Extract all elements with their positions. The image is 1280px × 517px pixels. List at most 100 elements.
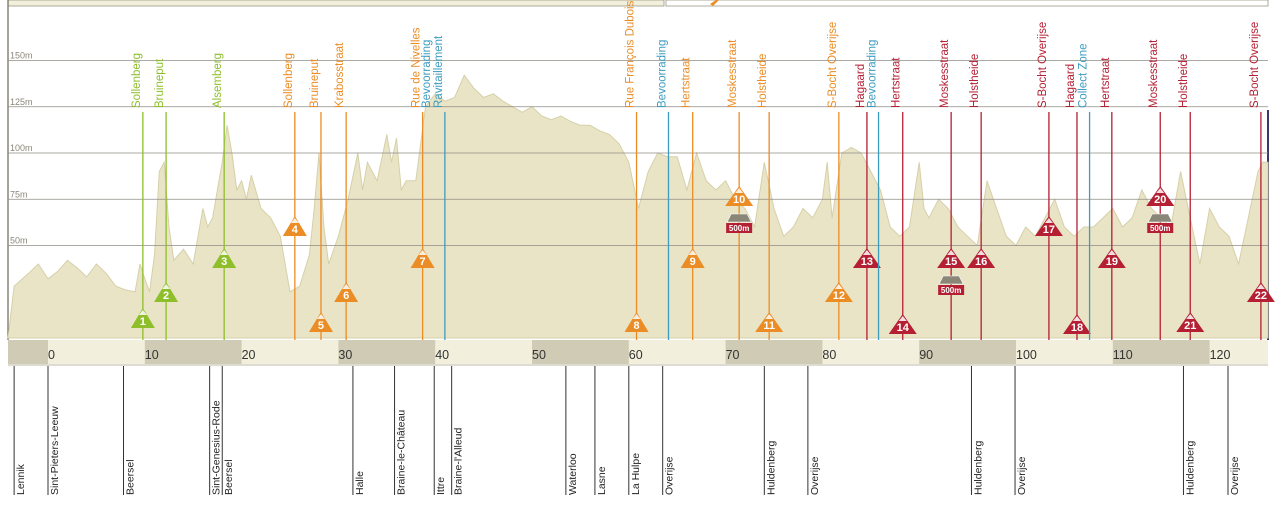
marker-climb: Hagaard 18 — [1062, 64, 1091, 340]
marker-name-label: Hertstraat — [891, 57, 903, 108]
marker-name-label: Holstheide — [757, 54, 769, 108]
mountain-icon — [1256, 284, 1265, 289]
top-frame-arrow — [710, 0, 719, 6]
cobblestone-icon — [726, 213, 752, 223]
mountain-icon — [1044, 218, 1053, 223]
km-tick-label: 30 — [338, 348, 352, 362]
marker-name-label: Bevoorrading — [421, 40, 433, 108]
elevation-tick-label: 100m — [10, 143, 33, 153]
climb-triangle — [212, 248, 237, 268]
climb-number: 2 — [163, 290, 169, 302]
climb-number: 17 — [1043, 224, 1055, 236]
km-band-segment — [919, 340, 1016, 364]
km-band-segment — [1112, 340, 1210, 364]
marker-climb: Alsemberg 3 — [212, 53, 237, 340]
town-name-label: Huldenberg — [1184, 441, 1196, 495]
marker-climb: Moskesstraat 20 500m — [1146, 39, 1175, 340]
climb-triangle — [1146, 186, 1175, 206]
mountain-icon — [342, 284, 351, 289]
marker-service: Bevoorrading — [867, 40, 880, 340]
marker-name-label: Ravitaillement — [433, 35, 445, 108]
km-tick-label: 120 — [1210, 348, 1231, 362]
marker-name-label: S-Bocht Overijse — [1037, 22, 1049, 108]
town-name-label: Ittre — [435, 477, 447, 495]
climb-number: 12 — [833, 290, 845, 302]
climb-number: 22 — [1255, 290, 1267, 302]
town-name-label: Beersel — [223, 459, 235, 495]
town-name-label: Sint-Pieters-Leeuw — [49, 406, 61, 495]
climb-number: 6 — [343, 290, 349, 302]
mountain-icon — [316, 314, 325, 319]
climb-triangle — [1097, 248, 1126, 268]
climb-triangle — [888, 314, 917, 334]
town-name-label: Braine-le-Château — [396, 410, 408, 495]
town-name-label: Halle — [354, 471, 366, 495]
town-name-label: Waterloo — [567, 453, 579, 495]
marker-name-label: S-Bocht Overijse — [827, 22, 839, 108]
marker-layer: Sollenberg 1 Bruineput 2 Alsemberg 3 Sollenber… — [130, 0, 1275, 340]
climb-triangle — [130, 308, 155, 328]
climb-triangle — [824, 282, 853, 302]
mountain-icon — [862, 250, 871, 255]
marker-name-label: S-Bocht Overijse — [1249, 22, 1261, 108]
climb-number: 16 — [975, 256, 987, 268]
marker-name-label: Alsemberg — [212, 53, 224, 108]
marker-climb: Rue François Dubois 8 — [624, 0, 649, 340]
km-band-segment — [8, 340, 48, 364]
marker-name-label: Moskesstraat — [727, 39, 739, 108]
cobbles-length: 500m — [1150, 224, 1170, 233]
elevation-tick-label: 50m — [10, 236, 28, 246]
mountain-icon — [1107, 250, 1116, 255]
km-tick-label: 100 — [1016, 348, 1037, 362]
marker-climb: Holstheide 21 — [1176, 54, 1205, 340]
marker-name-label: Rue François Dubois — [625, 0, 637, 108]
mountain-icon — [418, 250, 427, 255]
town-layer: Lennik Sint-Pieters-Leeuw Beersel Sint-Gene… — [8, 364, 1268, 495]
town-name-label: Braine-l'Alleud — [453, 427, 465, 495]
cobblestone-icon — [1147, 213, 1173, 223]
cobbles-badge — [938, 285, 965, 295]
marker-name-label: Holstheide — [969, 54, 981, 108]
town-name-label: La Hulpe — [630, 453, 642, 495]
climb-triangle — [334, 282, 359, 302]
climb-number: 8 — [633, 320, 639, 332]
km-tick-label: 70 — [726, 348, 740, 362]
mountain-icon — [162, 284, 171, 289]
town-name-label: Overijse — [809, 456, 821, 495]
marker-service: Bevoorrading — [656, 40, 670, 340]
mountain-icon — [632, 314, 641, 319]
climb-number: 14 — [897, 322, 910, 334]
mountain-icon — [947, 250, 956, 255]
marker-climb: Bruineput 5 — [308, 58, 333, 340]
mountain-icon — [138, 310, 147, 315]
marker-climb: S-Bocht Overijse 17 — [1034, 22, 1063, 340]
climb-triangle — [624, 312, 649, 332]
km-tick-label: 110 — [1113, 348, 1133, 362]
marker-service: Bevoorrading Ravitaillement — [421, 35, 446, 340]
cobblestone-icon — [938, 275, 964, 285]
km-tick-label: 50 — [532, 348, 546, 362]
km-tick-label: 40 — [435, 348, 449, 362]
town-name-label: Beersel — [125, 459, 137, 495]
marker-name-label: Hagaard — [855, 64, 867, 108]
mountain-icon — [834, 284, 843, 289]
mountain-icon — [977, 250, 986, 255]
km-tick-label: 10 — [145, 348, 159, 362]
climb-triangle — [410, 248, 435, 268]
marker-climb: Holstheide 11 — [755, 54, 784, 340]
marker-name-label: Bruineput — [154, 58, 166, 108]
climb-triangle — [725, 186, 754, 206]
climb-number: 18 — [1071, 322, 1083, 334]
marker-climb: Hertstraat 19 — [1097, 57, 1126, 340]
mountain-icon — [290, 218, 299, 223]
town-name-label: Overijse — [1016, 456, 1028, 495]
marker-climb: Rue de Nivelles 7 — [410, 27, 435, 340]
climb-triangle — [308, 312, 333, 332]
marker-name-label: Hertstraat — [1100, 57, 1112, 108]
top-frame-panel — [665, 0, 1269, 7]
marker-climb: S-Bocht Overijse 12 — [824, 22, 853, 340]
mountain-icon — [898, 316, 907, 321]
km-band-segment — [532, 340, 629, 364]
